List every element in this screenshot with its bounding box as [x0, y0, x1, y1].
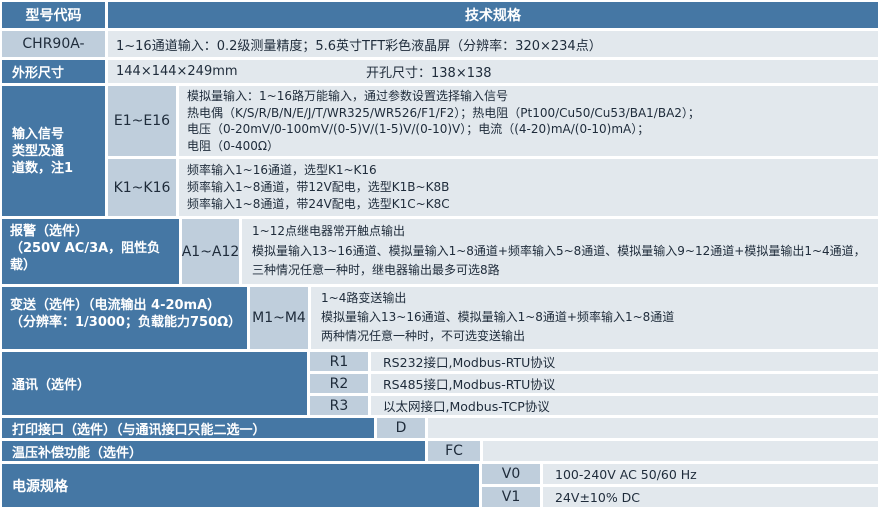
temp-comp-filler: [483, 441, 878, 461]
comm-option-row: R1 RS232接口,Modbus-RTU协议: [310, 352, 878, 371]
freq-line: 频率输入1~16通道，选型K1~K16: [187, 163, 377, 177]
analog-code: E1~E16: [108, 86, 176, 156]
alarm-label-line1: 报警（选件）: [10, 224, 89, 239]
temp-comp-code: FC: [428, 441, 480, 461]
print-row: 打印接口（选件）（与通讯接口只能二选一） D: [2, 418, 878, 438]
print-code: D: [377, 418, 425, 438]
dimensions-value: 144×144×249mm: [116, 64, 238, 79]
transmit-label-line1: 变送（选件）（电流输出 4-20mA）: [10, 298, 221, 313]
header-tech-spec: 技术规格: [108, 2, 878, 28]
comm-desc-r3: 以太网接口,Modbus-TCP协议: [383, 399, 550, 414]
dimensions-label: 外形尺寸: [2, 60, 105, 83]
analog-input-row: E1~E16 模拟量输入：1~16路万能输入，通过参数设置选择输入信号 热电偶（…: [108, 86, 878, 156]
alarm-desc-cell: 1~12点继电器常开触点输出 模拟量输入13~16通道、模拟量输入1~8通道+频…: [242, 219, 878, 284]
dimensions-cell: 144×144×249mm 开孔尺寸：138×138: [108, 60, 878, 83]
comm-option-row: R3 以太网接口,Modbus-TCP协议: [310, 396, 878, 415]
print-label: 打印接口（选件）（与通讯接口只能二选一）: [2, 418, 374, 438]
analog-line: 电阻（0-400Ω）: [187, 138, 280, 153]
comm-desc-r1-cell: RS232接口,Modbus-RTU协议: [371, 352, 878, 371]
dimensions-row: 外形尺寸 144×144×249mm 开孔尺寸：138×138: [2, 60, 878, 83]
power-option-row: V1 24V±10% DC: [482, 487, 878, 507]
comm-desc-r2: RS485接口,Modbus-RTU协议: [383, 377, 556, 392]
comm-section: 通讯（选件） R1 RS232接口,Modbus-RTU协议 R2 RS485接…: [2, 352, 878, 415]
power-code-v1: V1: [482, 487, 540, 507]
transmit-row: 变送（选件）（电流输出 4-20mA） （分辨率：1/3000；负载能力750Ω…: [2, 287, 878, 349]
temp-comp-label: 温压补偿功能（选件）: [2, 441, 425, 461]
input-section-label: 输入信号 类型及通 道数，注1: [2, 86, 105, 216]
transmit-desc-cell: 1~4路变送输出 模拟量输入13~16通道、模拟量输入1~8通道+频率输入1~8…: [311, 287, 878, 349]
analog-desc-cell: 模拟量输入：1~16路万能输入，通过参数设置选择输入信号 热电偶（K/S/R/B…: [179, 86, 878, 156]
transmit-label-line2: （分辨率：1/3000；负载能力750Ω）: [10, 315, 242, 330]
power-section: 电源规格 V0 100-240V AC 50/60 Hz V1 24V±10% …: [2, 464, 878, 507]
power-options: V0 100-240V AC 50/60 Hz V1 24V±10% DC: [482, 464, 878, 507]
freq-input-row: K1~K16 频率输入1~16通道，选型K1~K16 频率输入1~8通道，带12…: [108, 159, 878, 216]
temp-comp-row: 温压补偿功能（选件） FC: [2, 441, 878, 461]
comm-label: 通讯（选件）: [2, 352, 307, 415]
model-desc: 1~16通道输入：0.2级测量精度；5.6英寸TFT彩色液晶屏（分辨率：320×…: [116, 38, 602, 54]
freq-line: 频率输入1~8通道，带24V配电，选型K1C~K8C: [187, 197, 450, 211]
header-row: 型号代码 技术规格: [2, 2, 878, 28]
transmit-label: 变送（选件）（电流输出 4-20mA） （分辨率：1/3000；负载能力750Ω…: [2, 287, 247, 349]
power-desc-v0-cell: 100-240V AC 50/60 Hz: [543, 464, 878, 484]
analog-line: 模拟量输入：1~16路万能输入，通过参数设置选择输入信号: [187, 89, 508, 103]
freq-code: K1~K16: [108, 159, 176, 216]
comm-code-r3: R3: [310, 396, 368, 415]
input-section-body: E1~E16 模拟量输入：1~16路万能输入，通过参数设置选择输入信号 热电偶（…: [108, 86, 878, 216]
input-section: 输入信号 类型及通 道数，注1 E1~E16 模拟量输入：1~16路万能输入，通…: [2, 86, 878, 216]
transmit-line: 两种情况任意一种时，不可选变送输出: [321, 329, 526, 343]
transmit-line: 1~4路变送输出: [321, 291, 407, 305]
power-desc-v1: 24V±10% DC: [555, 489, 641, 505]
model-code-value: CHR90A-: [2, 31, 105, 57]
comm-desc-r3-cell: 以太网接口,Modbus-TCP协议: [371, 396, 878, 415]
dimensions-cutout: 开孔尺寸：138×138: [366, 66, 492, 81]
power-desc-v1-cell: 24V±10% DC: [543, 487, 878, 507]
power-label: 电源规格: [2, 464, 479, 507]
comm-desc-r2-cell: RS485接口,Modbus-RTU协议: [371, 374, 878, 393]
comm-options: R1 RS232接口,Modbus-RTU协议 R2 RS485接口,Modbu…: [310, 352, 878, 415]
alarm-row: 报警（选件） （250V AC/3A，阻性负载） A1~A12 1~12点继电器…: [2, 219, 878, 284]
transmit-code: M1~M4: [250, 287, 308, 349]
power-option-row: V0 100-240V AC 50/60 Hz: [482, 464, 878, 484]
power-code-v0: V0: [482, 464, 540, 484]
header-model-code: 型号代码: [2, 2, 105, 28]
comm-code-r2: R2: [310, 374, 368, 393]
alarm-line: 模拟量输入13~16通道、模拟量输入1~8通道+频率输入5~8通道、模拟量输入9…: [252, 243, 866, 278]
power-desc-v0: 100-240V AC 50/60 Hz: [555, 466, 697, 482]
alarm-label: 报警（选件） （250V AC/3A，阻性负载）: [2, 219, 179, 284]
comm-option-row: R2 RS485接口,Modbus-RTU协议: [310, 374, 878, 393]
transmit-line: 模拟量输入13~16通道、模拟量输入1~8通道+频率输入1~8通道: [321, 310, 675, 324]
model-row: CHR90A- 1~16通道输入：0.2级测量精度；5.6英寸TFT彩色液晶屏（…: [2, 31, 878, 57]
alarm-code: A1~A12: [182, 219, 239, 284]
analog-line: 热电偶（K/S/R/B/N/E/J/T/WR325/WR526/F1/F2）；热…: [187, 105, 700, 120]
model-desc-cell: 1~16通道输入：0.2级测量精度；5.6英寸TFT彩色液晶屏（分辨率：320×…: [108, 31, 878, 57]
comm-desc-r1: RS232接口,Modbus-RTU协议: [383, 355, 556, 370]
alarm-line: 1~12点继电器常开触点输出: [252, 224, 405, 238]
print-filler: [428, 418, 878, 438]
analog-line: 电压（0-20mV/0-100mV/(0-5)V/(1-5)V/(0-10)V）…: [187, 122, 650, 136]
freq-desc-cell: 频率输入1~16通道，选型K1~K16 频率输入1~8通道，带12V配电，选型K…: [179, 159, 878, 216]
comm-code-r1: R1: [310, 352, 368, 371]
alarm-label-line2: （250V AC/3A，阻性负载）: [10, 241, 161, 273]
freq-line: 频率输入1~8通道，带12V配电，选型K1B~K8B: [187, 180, 450, 194]
